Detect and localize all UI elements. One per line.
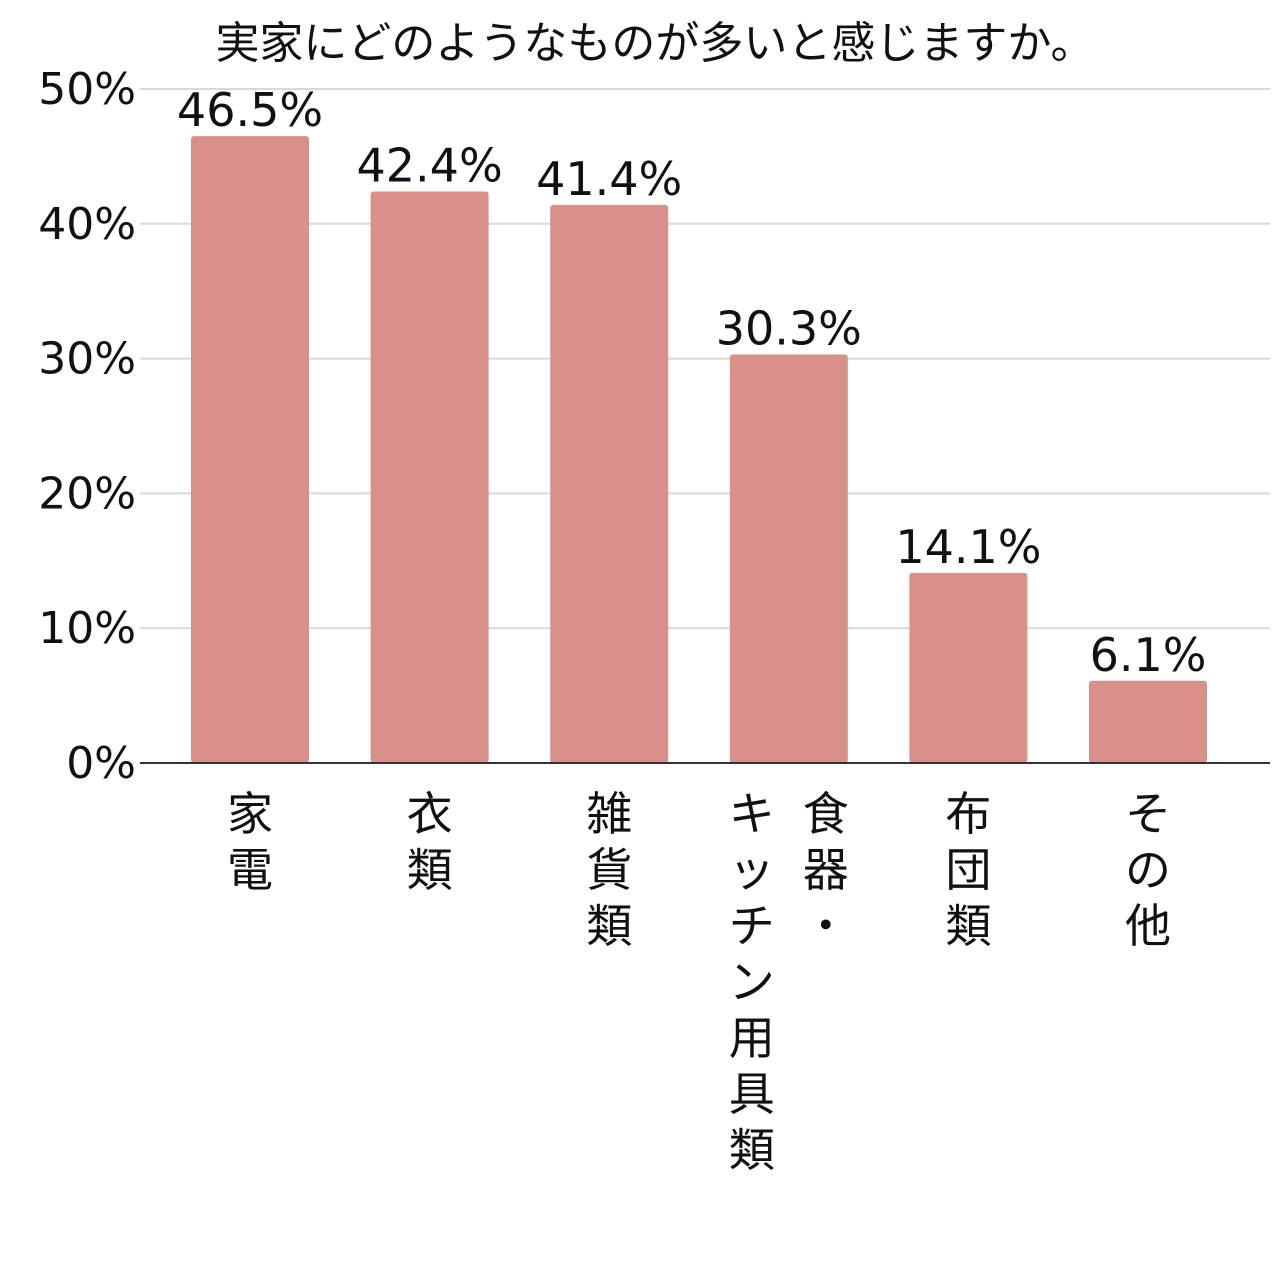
bar: [1089, 680, 1207, 763]
y-tick-label: 50%: [38, 64, 136, 115]
bars: [191, 136, 1207, 764]
data-label: 41.4%: [536, 152, 682, 206]
category-label: その他: [1125, 787, 1171, 953]
data-label: 6.1%: [1090, 628, 1207, 682]
gridlines: [140, 88, 1270, 630]
y-tick-label: 30%: [38, 334, 136, 385]
chart-title: 実家にどのようなものが多いと感じますか。: [215, 18, 1094, 69]
bar: [370, 191, 489, 763]
category-label: 布団類: [945, 787, 991, 953]
category-label: 食器・: [803, 787, 849, 953]
bar: [729, 354, 848, 763]
y-tick-label: 20%: [38, 468, 136, 519]
data-labels: 46.5% 42.4% 41.4% 30.3% 14.1% 6.1%: [177, 83, 1207, 682]
bar: [191, 136, 309, 763]
data-label: 42.4%: [357, 138, 503, 192]
data-label: 14.1%: [895, 520, 1041, 574]
bar: [550, 204, 669, 764]
data-label: 30.3%: [716, 302, 862, 356]
category-label: 衣類: [407, 787, 453, 897]
category-label: 家電: [227, 787, 273, 897]
y-tick-label: 40%: [38, 199, 136, 250]
y-tick-label: 10%: [38, 603, 136, 654]
data-label: 46.5%: [177, 83, 323, 137]
category-label: 雑貨類: [586, 787, 632, 953]
y-axis-ticks: 0% 10% 20% 30% 40% 50%: [38, 64, 136, 789]
category-label: キッチン用具類: [729, 787, 775, 1177]
y-tick-label: 0%: [66, 738, 136, 789]
bar: [909, 572, 1028, 763]
